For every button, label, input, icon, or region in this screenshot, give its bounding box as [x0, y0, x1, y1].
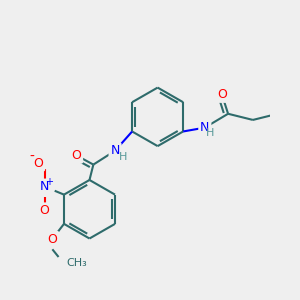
Text: O: O: [217, 88, 227, 101]
Text: N: N: [40, 180, 49, 194]
Text: -: -: [30, 150, 35, 164]
Text: CH₃: CH₃: [66, 258, 87, 268]
Text: H: H: [118, 152, 127, 162]
Text: N: N: [200, 121, 209, 134]
Text: N: N: [110, 144, 120, 157]
Text: O: O: [71, 149, 81, 162]
Text: O: O: [47, 233, 57, 246]
Text: H: H: [206, 128, 214, 138]
Text: O: O: [34, 157, 44, 169]
Text: O: O: [40, 204, 50, 217]
Text: +: +: [45, 176, 53, 187]
